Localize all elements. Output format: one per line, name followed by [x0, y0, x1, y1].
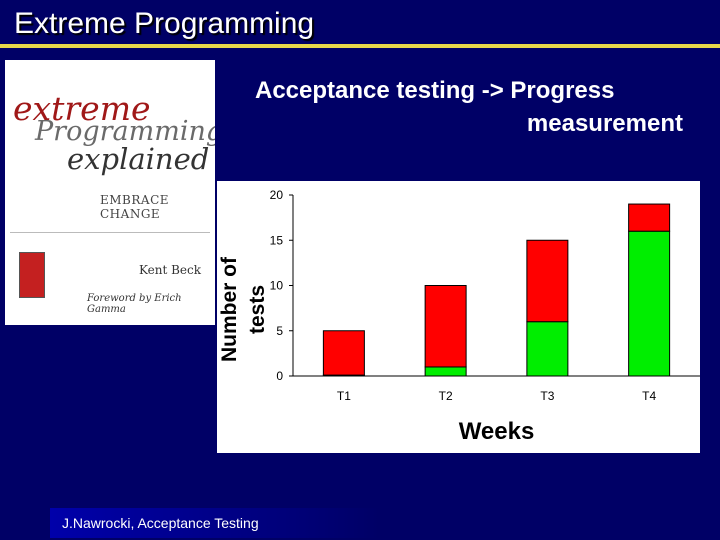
book-thumbnail-icon: [19, 252, 45, 298]
bar-segment: [424, 366, 467, 377]
footer-band: [50, 508, 380, 538]
title-underline: [0, 44, 720, 48]
subtitle-line1: Acceptance testing -> Progress: [255, 77, 615, 104]
x-axis-label: Weeks: [459, 418, 535, 445]
x-tick-label: T2: [439, 389, 453, 403]
x-tick-label: T4: [642, 389, 656, 403]
y-tick-label: 5: [276, 324, 283, 338]
footer-text: J.Nawrocki, Acceptance Testing: [62, 515, 259, 531]
x-tick-label: T3: [540, 389, 554, 403]
y-axis-label-line2: tests: [246, 285, 269, 334]
y-tick-label: 15: [270, 233, 284, 247]
slide-subtitle: Acceptance testing -> Progress measureme…: [255, 74, 685, 140]
book-foreword: Foreword by Erich Gamma: [87, 293, 182, 315]
chart-area: 0 5 10 15 20 T1 T2 T3 T4 Weeks Number of tests: [217, 181, 700, 453]
y-tick-label: 20: [270, 188, 284, 202]
book-cover-image: extreme Programming explained EMBRACE CH…: [5, 60, 215, 325]
book-author: Kent Beck: [139, 263, 202, 277]
bar-segment: [526, 321, 569, 377]
y-tick-label: 0: [276, 369, 283, 383]
y-tick-label: 10: [270, 279, 284, 293]
book-title-line3: explained: [67, 142, 210, 176]
book-tagline: EMBRACE CHANGE: [100, 193, 170, 221]
book-title-line2: Programming: [35, 116, 215, 147]
book-title-line1: extreme: [13, 89, 151, 128]
y-axis-label-line1: Number of: [218, 256, 241, 362]
book-divider: [10, 232, 210, 233]
x-tick-label: T1: [337, 389, 351, 403]
subtitle-line2: measurement: [526, 110, 683, 137]
bar-segment: [424, 285, 467, 368]
slide-title: Extreme Programming: [14, 7, 315, 40]
stacked-bar-chart: 0 5 10 15 20 T1 T2 T3 T4 Weeks Number of tests: [218, 188, 700, 445]
bar-segment: [628, 203, 671, 232]
bar-segment: [322, 330, 365, 376]
bar-segment: [526, 239, 569, 323]
bar-segment: [628, 230, 671, 377]
